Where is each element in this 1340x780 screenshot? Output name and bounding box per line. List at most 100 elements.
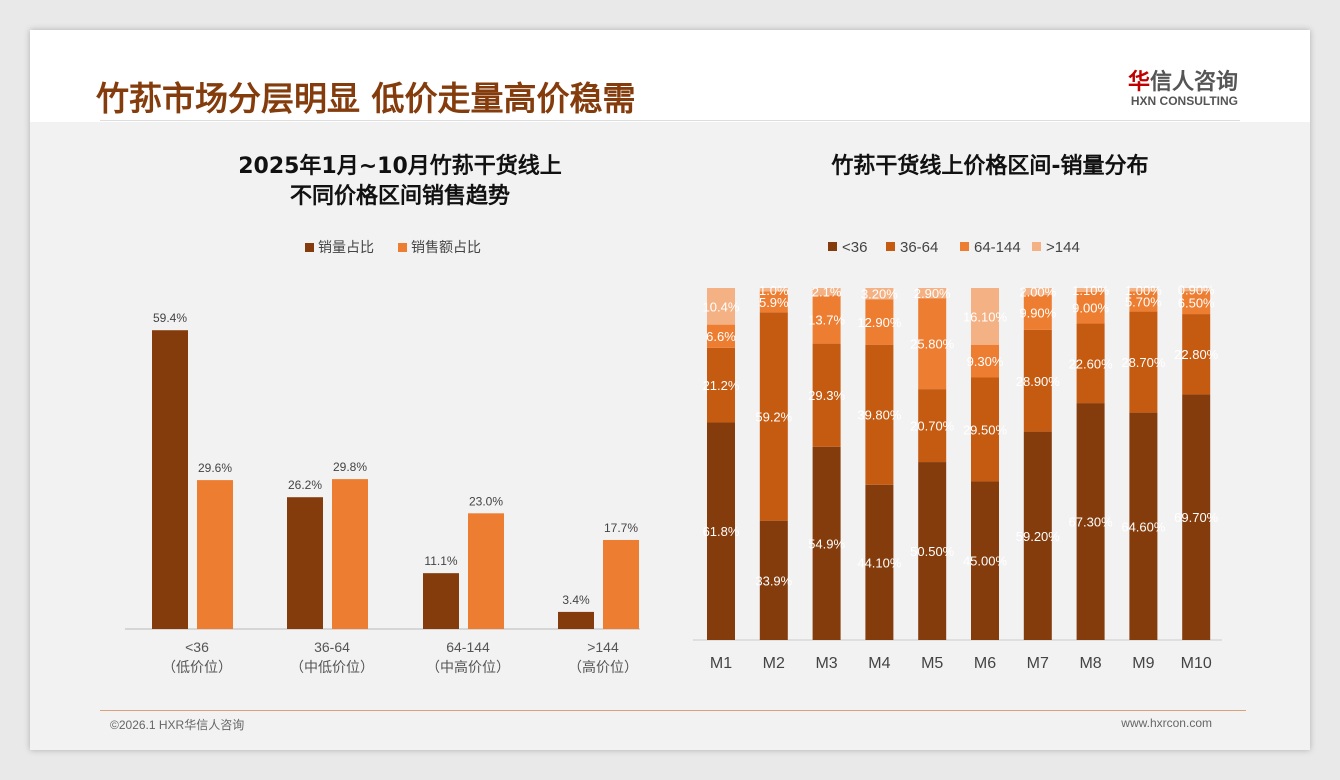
logo: 华信人咨询: [1127, 69, 1238, 94]
legend-label: 36-64: [900, 239, 938, 256]
x-tick-label: M4: [868, 655, 890, 672]
data-label: 21.2%: [703, 378, 740, 393]
bar-segment: [759, 520, 788, 640]
bar-segment: [1182, 394, 1211, 640]
data-label: 28.90%: [1016, 374, 1061, 389]
data-label: 6.6%: [706, 329, 736, 344]
x-tick-label: <36: [185, 639, 209, 655]
bar: [197, 480, 233, 629]
bar: [152, 330, 188, 629]
x-tick-sublabel: （低价位）: [162, 659, 232, 675]
page-title: 竹荪市场分层明显 低价走量高价稳需: [96, 79, 636, 118]
footer-url: www.hxrcon.com: [1121, 716, 1212, 730]
left-chart-title-line1: 2025年1月~10月竹荪干货线上: [238, 154, 562, 179]
data-label: 2.00%: [1019, 285, 1056, 300]
data-label: 9.30%: [967, 354, 1004, 369]
bar-segment: [759, 291, 788, 313]
data-label: 29.6%: [198, 461, 232, 475]
bar-segment: [759, 312, 788, 521]
data-label: 1.10%: [1072, 283, 1109, 298]
legend-label: 销售额占比: [411, 239, 481, 255]
x-tick-sublabel: （中低价位）: [290, 659, 374, 675]
data-label: 25.80%: [910, 337, 955, 352]
bar-segment: [1023, 295, 1052, 330]
bar-segment: [759, 288, 788, 292]
data-label: 28.70%: [1121, 355, 1166, 370]
data-label: 59.4%: [153, 311, 187, 325]
data-label: 29.3%: [808, 388, 845, 403]
legend-label: 销量占比: [318, 239, 374, 255]
bar-segment: [1076, 291, 1105, 324]
footer-copyright: ©2026.1 HXR华信人咨询: [110, 718, 245, 732]
data-label: 17.7%: [604, 521, 638, 535]
data-label: 54.9%: [808, 536, 845, 551]
bar-segment: [707, 347, 735, 423]
bar-segment: [971, 288, 999, 345]
bar-segment: [1076, 323, 1105, 404]
bar-segment: [1076, 288, 1105, 292]
bar-segment: [918, 462, 947, 640]
bar-segment: [865, 484, 894, 640]
x-tick-sublabel: （中高价位）: [426, 659, 510, 675]
right-chart-title: 竹荪干货线上价格区间-销量分布: [831, 154, 1149, 179]
bar-segment: [1076, 403, 1105, 640]
x-tick-label: M3: [815, 655, 837, 672]
bar-segment: [1129, 288, 1158, 292]
data-label: 3.4%: [562, 593, 590, 607]
data-label: 10.4%: [703, 299, 740, 314]
bar-segment: [707, 324, 735, 348]
bar-segment: [1023, 288, 1052, 296]
data-label: 2.90%: [914, 286, 951, 301]
x-tick-sublabel: （高价位）: [568, 659, 638, 675]
bar-segment: [812, 343, 841, 447]
footer-divider: [100, 710, 1246, 711]
data-label: 67.30%: [1069, 515, 1114, 530]
legend-label: >144: [1046, 239, 1080, 256]
data-label: 45.00%: [963, 554, 1008, 569]
left-chart-title: 2025年1月~10月竹荪干货线上 不同价格区间销售趋势: [160, 152, 640, 212]
data-label: 22.80%: [1174, 347, 1219, 362]
bar-segment: [1182, 291, 1211, 315]
bar-segment: [1129, 412, 1158, 640]
data-label: 26.2%: [288, 478, 322, 492]
data-label: 2.1%: [812, 285, 842, 300]
legend-swatch: [398, 243, 407, 252]
bar: [558, 611, 594, 629]
data-label: 20.70%: [910, 419, 955, 434]
data-label: 23.0%: [469, 494, 503, 508]
data-label: 50.50%: [910, 544, 955, 559]
bar-segment: [971, 377, 999, 482]
bar-segment: [1129, 311, 1158, 413]
x-tick-label: 64-144: [446, 639, 490, 655]
bar-segment: [812, 295, 841, 344]
bar-segment: [1129, 291, 1158, 312]
bar: [468, 513, 504, 629]
x-tick-label: M6: [974, 655, 996, 672]
x-tick-label: M8: [1079, 655, 1101, 672]
bar-segment: [971, 344, 999, 378]
data-label: 5.70%: [1125, 295, 1162, 310]
bar-segment: [971, 481, 999, 640]
bar-segment: [1023, 431, 1052, 640]
divider: [100, 120, 1240, 121]
header: 竹荪市场分层明显 低价走量高价稳需 华信人咨询 HXN CONSULTING: [30, 30, 1310, 122]
legend-swatch: [828, 242, 837, 251]
bar: [423, 573, 459, 629]
data-label: 0.90%: [1178, 283, 1215, 298]
x-tick-label: M1: [710, 655, 732, 672]
data-label: 1.0%: [759, 283, 789, 298]
bar-segment: [707, 422, 735, 640]
data-label: 12.90%: [857, 315, 902, 330]
data-label: 9.00%: [1072, 301, 1109, 316]
legend-swatch: [305, 243, 314, 252]
logo-en: HXN CONSULTING: [1130, 94, 1238, 108]
x-tick-label: 36-64: [314, 639, 350, 655]
x-tick-label: M7: [1027, 655, 1049, 672]
left-chart-title-line2: 不同价格区间销售趋势: [289, 184, 510, 209]
data-label: 5.9%: [759, 295, 789, 310]
x-tick-label: M9: [1132, 655, 1154, 672]
bar-segment: [812, 446, 841, 640]
legend-swatch: [960, 242, 969, 251]
bar-segment: [812, 288, 841, 296]
